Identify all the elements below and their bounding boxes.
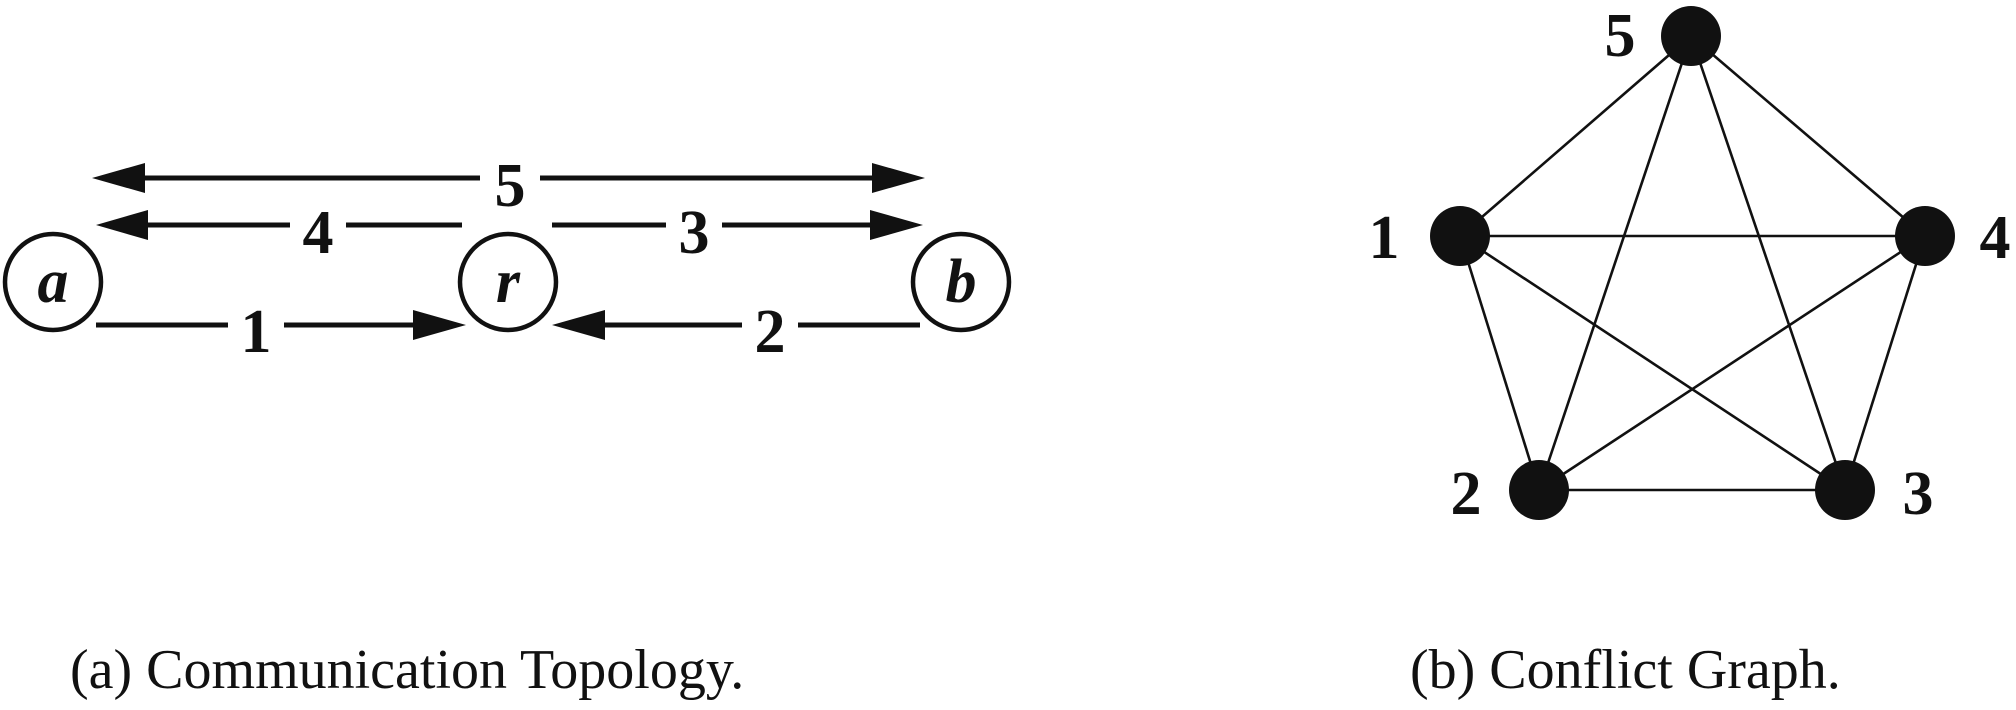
link-4: 4: [96, 196, 462, 267]
node-a: a: [2, 231, 104, 333]
link-5: 5: [92, 150, 925, 220]
edge-4-3: [1843, 235, 1927, 491]
vertex-label-3: 3: [1903, 460, 1934, 528]
link-2: 2: [552, 296, 920, 366]
edge-5-3: [1689, 35, 1847, 491]
vertex-4: 4: [1895, 204, 2011, 272]
vertex-label-2: 2: [1451, 460, 1482, 528]
arrow-head-left: [96, 210, 148, 240]
link-1: 1: [96, 296, 466, 366]
link-label-1: 1: [241, 298, 272, 366]
caption-communication-topology: (a) Communication Topology.: [70, 639, 744, 701]
arrow-head-right: [870, 210, 923, 240]
link-label-2: 2: [755, 298, 786, 366]
node-r: r: [457, 231, 559, 333]
conflict-edges: [1458, 35, 1927, 492]
vertex-label-5: 5: [1605, 2, 1636, 70]
caption-conflict-graph: (b) Conflict Graph.: [1410, 639, 1841, 701]
communication-topology: 5 4 3 1 2: [2, 150, 1012, 701]
vertex-label-1: 1: [1369, 204, 1400, 272]
edge-5-1: [1459, 35, 1692, 237]
edge-4-2: [1538, 234, 1926, 492]
link-label-3: 3: [679, 199, 710, 267]
arrow-head-left: [92, 163, 145, 193]
node-label-a: a: [38, 248, 69, 316]
node-b: b: [910, 231, 1012, 333]
vertex-5: 5: [1605, 2, 1721, 70]
arrow-head-left: [552, 310, 605, 340]
edge-5-4: [1690, 35, 1926, 237]
node-label-r: r: [496, 248, 521, 316]
vertex-3: 3: [1815, 460, 1934, 528]
vertex-2: 2: [1451, 460, 1569, 528]
arrow-head-right: [872, 163, 925, 193]
conflict-graph: 5 1 4 2 3 (b) Conflict Graph.: [1369, 2, 2011, 701]
edge-5-2: [1537, 35, 1693, 491]
edge-1-3: [1459, 234, 1846, 492]
vertex-label-4: 4: [1980, 204, 2011, 272]
edge-1-2: [1458, 235, 1541, 491]
node-label-b: b: [946, 248, 977, 316]
vertex-1: 1: [1369, 204, 1490, 272]
link-3: 3: [552, 196, 923, 267]
link-label-5: 5: [495, 152, 526, 220]
link-label-4: 4: [303, 199, 334, 267]
arrow-head-right: [413, 310, 466, 340]
